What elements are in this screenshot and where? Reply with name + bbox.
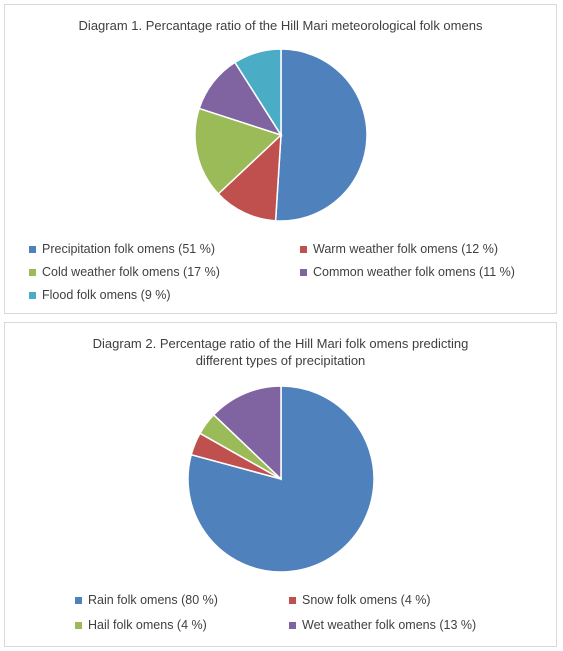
chart-2-title: Diagram 2. Percentage ratio of the Hill … [92, 336, 469, 368]
legend-label: Cold weather folk omens (17 %) [42, 265, 220, 279]
legend-label: Hail folk omens (4 %) [88, 618, 207, 632]
legend-label: Common weather folk omens (11 %) [313, 265, 515, 279]
legend-swatch [29, 291, 36, 299]
chart-panel-2: Diagram 2. Percentage ratio of the Hill … [4, 322, 557, 647]
pie-slice [233, 48, 282, 138]
chart-1-title: Diagram 1. Percantage ratio of the Hill … [78, 18, 483, 33]
chart-1-legend-item: Flood folk omens (9 %) [29, 287, 171, 303]
legend-swatch [289, 596, 296, 604]
legend-swatch [289, 621, 296, 629]
chart-2-pie [187, 385, 375, 573]
legend-swatch [29, 268, 36, 276]
chart-1-legend-item: Common weather folk omens (11 %) [300, 264, 515, 280]
legend-swatch [300, 245, 307, 253]
legend-swatch [300, 268, 307, 276]
legend-swatch [75, 621, 82, 629]
chart-1-legend-item: Warm weather folk omens (12 %) [300, 241, 498, 257]
chart-1-legend-item: Precipitation folk omens (51 %) [29, 241, 215, 257]
chart-1-pie [194, 48, 368, 222]
legend-swatch [75, 596, 82, 604]
chart-2-legend-item: Snow folk omens (4 %) [289, 592, 431, 608]
legend-label: Warm weather folk omens (12 %) [313, 242, 499, 256]
pie-slice [274, 48, 368, 222]
chart-2-legend-item: Hail folk omens (4 %) [75, 617, 207, 633]
chart-2-legend-item: Wet weather folk omens (13 %) [289, 617, 476, 633]
legend-label: Flood folk omens (9 %) [42, 288, 171, 302]
legend-label: Precipitation folk omens (51 %) [42, 242, 215, 256]
pie-slice [217, 133, 282, 222]
pie-slice [187, 385, 375, 573]
legend-label: Rain folk omens (80 %) [88, 593, 218, 607]
legend-label: Snow folk omens (4 %) [302, 593, 431, 607]
legend-swatch [29, 245, 36, 253]
chart-2-legend-item: Rain folk omens (80 %) [75, 592, 218, 608]
legend-label: Wet weather folk omens (13 %) [302, 618, 477, 632]
chart-panel-1: Diagram 1. Percantage ratio of the Hill … [4, 4, 557, 314]
pie-slice [212, 385, 282, 481]
pie-slice [194, 107, 283, 195]
chart-1-legend-item: Cold weather folk omens (17 %) [29, 264, 220, 280]
